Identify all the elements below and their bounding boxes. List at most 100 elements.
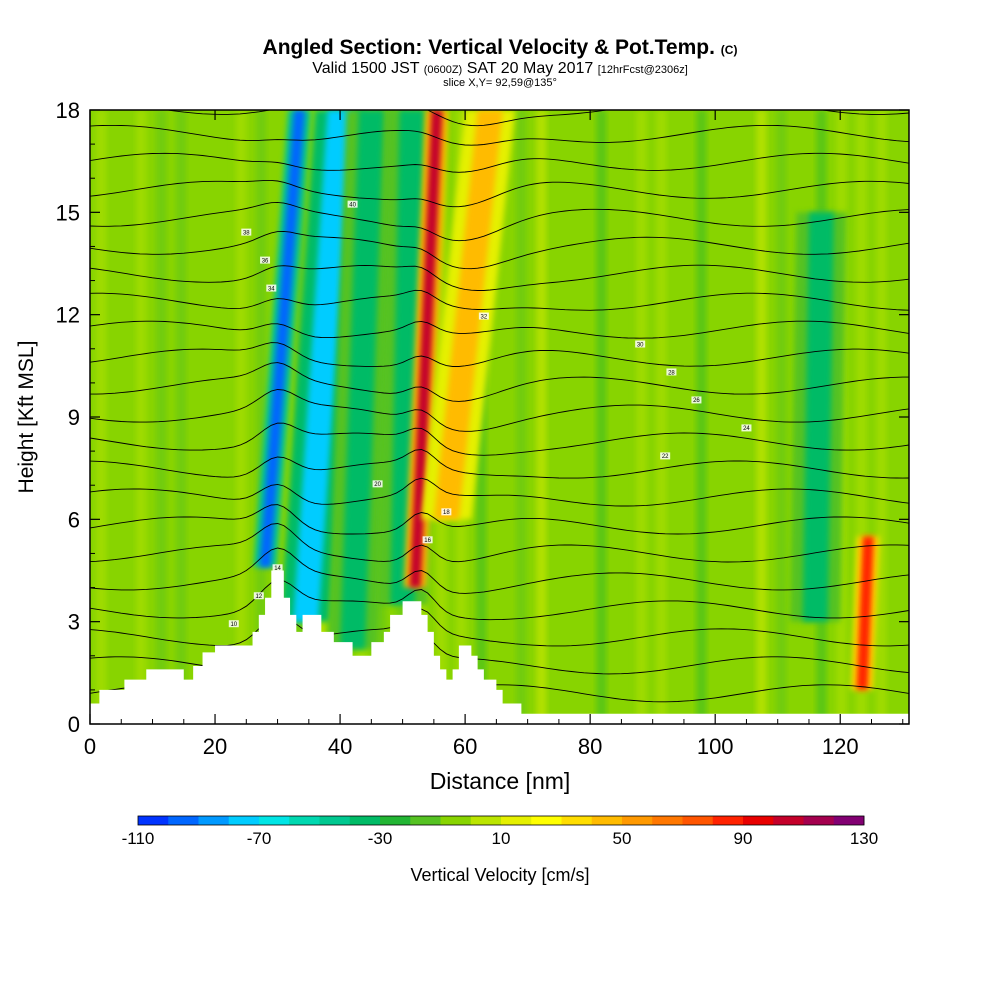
isentrope: [90, 362, 909, 402]
isentrope: [90, 579, 909, 621]
isentrope: [90, 547, 909, 594]
colorbar-swatch: [591, 816, 623, 825]
x-tick-label: 40: [328, 734, 352, 759]
isentrope: [90, 342, 909, 367]
field-band: [776, 110, 787, 724]
colorbar-swatch: [833, 816, 865, 825]
svg-text:10: 10: [230, 622, 237, 628]
field-band: [256, 110, 267, 724]
colorbar-swatch: [440, 816, 472, 825]
colorbar-tick-label: -70: [247, 829, 272, 848]
field-band: [136, 110, 147, 724]
field-band: [496, 110, 507, 724]
contour-label: 36: [260, 256, 271, 264]
chart-subtitle: Valid 1500 JST (0600Z) SAT 20 May 2017 […: [312, 60, 688, 77]
field-band: [216, 110, 227, 724]
contour-label: 22: [660, 452, 671, 460]
field-band: [716, 110, 727, 724]
colorbar-swatch: [682, 816, 714, 825]
svg-text:14: 14: [274, 566, 281, 572]
isentrope: [90, 449, 909, 479]
colorbar-swatch: [138, 816, 169, 825]
x-tick-label: 100: [697, 734, 734, 759]
y-tick-label: 3: [68, 610, 80, 635]
colorbar-tick-label: 10: [492, 829, 511, 848]
contour-label: 34: [266, 284, 277, 292]
svg-text:16: 16: [424, 538, 431, 544]
contour-label: 12: [253, 592, 264, 600]
svg-text:26: 26: [693, 398, 700, 404]
field-band: [236, 110, 247, 724]
field-band: [656, 110, 667, 724]
y-tick-label: 9: [68, 405, 80, 430]
svg-text:18: 18: [443, 510, 450, 516]
colorbar-swatch: [228, 816, 260, 825]
isentrope: [90, 389, 909, 432]
svg-text:28: 28: [668, 370, 675, 376]
svg-text:30: 30: [637, 342, 644, 348]
colorbar-swatch: [168, 816, 199, 825]
contour-label: 20: [372, 480, 383, 488]
colorbar-swatch: [652, 816, 683, 825]
field-band: [696, 110, 707, 724]
field-band: [676, 110, 687, 724]
y-axis-label: Height [Kft MSL]: [15, 341, 38, 494]
colorbar-swatch: [501, 816, 532, 825]
colorbar-tick-label: 90: [734, 829, 753, 848]
svg-text:12: 12: [255, 594, 262, 600]
field-band: [636, 110, 647, 724]
colorbar-swatch: [198, 816, 230, 825]
svg-text:32: 32: [481, 314, 488, 320]
colorbar-tick-label: -110: [122, 829, 155, 848]
contour-label: 30: [635, 340, 646, 348]
colorbar-swatch: [531, 816, 562, 825]
field-band: [736, 110, 747, 724]
contour-label: 24: [741, 424, 752, 432]
field-band: [756, 110, 767, 724]
colorbar-swatch: [259, 816, 290, 825]
field-band: [176, 110, 187, 724]
colorbar-swatch: [773, 816, 804, 825]
colorbar-swatch: [712, 816, 744, 825]
isentrope: [90, 264, 909, 291]
chart-title-block: Angled Section: Vertical Velocity & Pot.…: [0, 36, 1000, 89]
contour-label: 16: [422, 536, 433, 544]
colorbar-swatch: [349, 816, 381, 825]
isentrope: [90, 289, 909, 311]
x-tick-label: 20: [203, 734, 227, 759]
field-band: [116, 110, 127, 724]
colorbar-swatch: [743, 816, 774, 825]
x-tick-label: 80: [578, 734, 602, 759]
colorbar: -110 -70 -30 10 50 90 130: [122, 815, 878, 848]
colorbar-swatch: [470, 816, 502, 825]
colorbar-tick-label: -30: [368, 829, 393, 848]
velocity-feature: [856, 536, 874, 690]
colorbar-swatch: [561, 816, 593, 825]
field-band: [876, 110, 887, 724]
isentrope: [90, 422, 909, 456]
svg-text:22: 22: [662, 454, 669, 460]
x-axis-label: Distance [nm]: [430, 768, 571, 794]
svg-text:36: 36: [262, 258, 269, 264]
chart-title: Angled Section: Vertical Velocity & Pot.…: [262, 36, 738, 59]
isentrope: [90, 504, 909, 535]
y-tick-label: 15: [56, 200, 80, 225]
contour-label: 40: [347, 200, 358, 208]
colorbar-swatch: [289, 816, 320, 825]
x-tick-label: 0: [84, 734, 96, 759]
velocity-feature: [259, 110, 306, 568]
colorbar-swatch: [803, 816, 835, 825]
colorbar-swatch: [319, 816, 351, 825]
field-band: [856, 110, 867, 724]
field-band: [536, 110, 547, 724]
y-tick-label: 0: [68, 712, 80, 737]
y-tick-label: 18: [56, 98, 80, 123]
y-tick-label: 6: [68, 507, 80, 532]
field-band: [96, 110, 107, 724]
field-band: [576, 110, 587, 724]
field-band: [516, 110, 527, 724]
isentrope: [90, 152, 909, 173]
contour-label: 14: [272, 564, 283, 572]
contour-label: 26: [691, 396, 702, 404]
